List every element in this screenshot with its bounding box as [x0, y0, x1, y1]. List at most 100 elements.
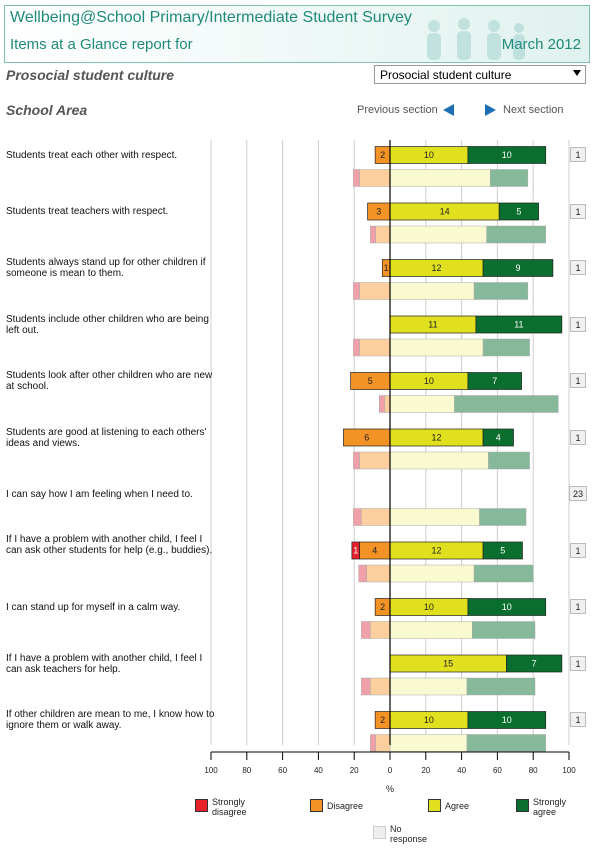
comparison-bar-sd	[379, 395, 385, 413]
x-axis-label: %	[386, 784, 394, 794]
comparison-bar-sa	[479, 508, 527, 526]
no-response-count: 23	[569, 486, 587, 501]
school-bar-sa	[467, 146, 547, 164]
x-tick-label: 0	[388, 766, 393, 775]
comparison-bar-sd	[361, 621, 371, 639]
comparison-bar-a	[389, 621, 473, 639]
area-title: School Area	[6, 102, 88, 118]
school-bar-sa	[506, 654, 563, 673]
item-label: Students treat teachers with respect.	[6, 206, 169, 217]
legend-swatch	[428, 799, 441, 812]
school-bar-value: 2	[380, 602, 385, 612]
comparison-bar-sd	[353, 338, 360, 357]
previous-section-link[interactable]: Previous section	[357, 104, 438, 116]
comparison-bar-sa	[473, 564, 534, 583]
legend-swatch	[516, 799, 529, 812]
item-label: Students include other children who are …	[6, 313, 209, 336]
school-bar-value: 4	[372, 546, 377, 556]
school-bar-sa	[467, 598, 547, 616]
school-bar-sa	[482, 259, 554, 277]
legend-swatch	[373, 826, 386, 839]
comparison-bar-d	[384, 395, 391, 413]
comparison-bar-sa	[488, 451, 530, 470]
school-bar-sa	[498, 202, 539, 221]
school-bar-value: 10	[424, 150, 434, 160]
no-response-count: 1	[570, 147, 586, 162]
school-bar-sa	[482, 428, 514, 447]
comparison-bar-a	[389, 282, 475, 300]
comparison-bar-a	[389, 338, 484, 357]
comparison-bar-sd	[353, 508, 362, 526]
report-date: March 2012	[501, 36, 581, 53]
comparison-bar-d	[361, 508, 391, 526]
comparison-bar-sa	[454, 395, 559, 413]
school-bar-value: 5	[368, 376, 373, 386]
comparison-bar-a	[389, 564, 475, 583]
comparison-bar-sd	[358, 564, 367, 583]
no-response-count: 1	[570, 429, 586, 445]
comparison-bar-a	[389, 508, 480, 526]
x-tick-label: 60	[278, 766, 287, 775]
comparison-bar-a	[389, 225, 487, 244]
no-response-count: 1	[570, 373, 586, 388]
school-bar-value: 10	[502, 715, 512, 725]
item-label: Students treat each other with respect.	[6, 149, 178, 161]
comparison-bar-sd	[353, 169, 360, 187]
school-bar-value: 10	[424, 715, 434, 725]
school-bar-value: 11	[514, 320, 523, 330]
report-title: Wellbeing@School Primary/Intermediate St…	[10, 9, 412, 26]
school-bar-value: 12	[432, 546, 442, 556]
school-bar-sa	[482, 541, 523, 560]
school-bar-value: 10	[502, 602, 512, 612]
no-response-count: 1	[570, 599, 586, 614]
school-bar-value: 2	[380, 715, 385, 725]
school-bar-value: 3	[376, 207, 381, 217]
school-bar-sa	[467, 372, 522, 390]
section-select[interactable]: Prosocial student culture	[374, 65, 586, 84]
x-tick-label: 60	[493, 766, 502, 775]
arrow-right-icon[interactable]	[485, 104, 496, 116]
comparison-bar-sd	[361, 677, 371, 696]
people-silhouette-icon	[427, 18, 525, 60]
next-section-link[interactable]: Next section	[503, 104, 564, 116]
school-bar-value: 4	[496, 433, 501, 443]
x-tick-label: 40	[457, 766, 466, 775]
item-label: Students look after other children who a…	[6, 370, 213, 392]
school-bar-value: 7	[532, 659, 537, 669]
school-bar-value: 10	[424, 376, 434, 386]
school-bar-value: 12	[432, 263, 442, 273]
x-tick-label: 100	[204, 766, 218, 775]
report-banner: Wellbeing@School Primary/Intermediate St…	[4, 5, 590, 63]
item-label: I can stand up for myself in a calm way.	[6, 601, 181, 613]
item-label: If other children are mean to me, I know…	[6, 709, 215, 731]
comparison-bar-d	[359, 282, 391, 300]
school-bar-value: 9	[515, 263, 520, 273]
legend-label: No response	[390, 824, 428, 844]
no-response-count: 1	[570, 203, 586, 219]
legend-label: Disagree	[327, 801, 364, 811]
no-response-count: 1	[570, 260, 586, 275]
x-tick-label: 20	[350, 766, 359, 775]
item-label: If I have a problem with another child, …	[6, 652, 203, 675]
x-tick-label: 80	[529, 766, 538, 775]
legend-label: Agree	[445, 801, 470, 811]
comparison-bar-sd	[370, 225, 376, 244]
comparison-bar-sa	[466, 677, 536, 696]
no-response-count: 1	[570, 655, 586, 671]
comparison-bar-d	[375, 734, 391, 752]
comparison-bar-sd	[353, 282, 360, 300]
comparison-bar-a	[389, 395, 455, 413]
comparison-bar-d	[359, 338, 391, 357]
item-label: Students are good at listening to each o…	[6, 426, 207, 449]
comparison-bar-a	[389, 451, 489, 470]
comparison-bar-d	[359, 451, 391, 470]
comparison-bar-sa	[482, 338, 530, 357]
school-bar-value: 12	[432, 433, 442, 443]
school-bar-value: 14	[440, 207, 450, 217]
school-bar-value: 11	[428, 320, 437, 330]
no-response-count: 1	[570, 542, 586, 558]
legend-label: Strongly disagree	[212, 797, 247, 817]
section-select-value: Prosocial student culture	[380, 68, 512, 82]
comparison-bar-a	[389, 169, 491, 187]
arrow-left-icon[interactable]	[443, 104, 454, 116]
